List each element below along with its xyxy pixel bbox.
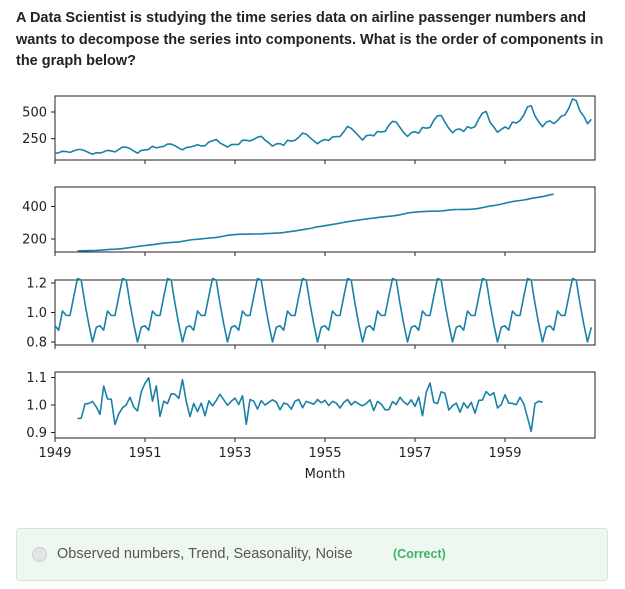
panel-4-ytick-label: 0.9: [26, 426, 47, 441]
panel-4-series-line: [77, 376, 543, 433]
panel-4-ytick-label: 1.0: [26, 399, 47, 414]
x-axis-label: Month: [305, 467, 346, 482]
panel-2-frame: [54, 186, 596, 253]
question-text: A Data Scientist is studying the time se…: [16, 10, 604, 69]
panel-4-ytick-label: 1.1: [26, 371, 47, 386]
x-tick-label: 1949: [38, 446, 71, 461]
x-tick-label: 1951: [128, 446, 161, 461]
panel-1-ytick-label: 250: [22, 132, 47, 147]
panel-3-ytick-label: 1.2: [26, 276, 47, 291]
panel-3-series-line: [54, 277, 593, 343]
x-tick-label: 1957: [398, 446, 431, 461]
decomposition-figure: 250 500 200 400 0.8 1.0 1.2 0.9 1.0 1.1 1949 1951 19…: [22, 95, 596, 482]
x-tick-label: 1959: [488, 446, 521, 461]
panel-3-ytick-label: 0.8: [26, 336, 47, 351]
panel-2-ytick-label: 400: [22, 200, 47, 215]
answer-option-label: Observed numbers, Trend, Seasonality, No…: [57, 546, 353, 562]
radio-button[interactable]: [32, 547, 47, 562]
x-tick-label: 1955: [308, 446, 341, 461]
answer-option[interactable]: Observed numbers, Trend, Seasonality, No…: [16, 528, 608, 581]
panel-2-series-line: [77, 193, 554, 252]
x-tick-label: 1953: [218, 446, 251, 461]
panel-1-series-line: [54, 98, 592, 156]
panel-3-ytick-label: 1.0: [26, 306, 47, 321]
panel-2-ytick-label: 200: [22, 233, 47, 248]
panel-1-ytick-label: 500: [22, 106, 47, 121]
panel-1-frame: [54, 95, 596, 161]
correct-badge: (Correct): [393, 547, 446, 561]
panel-4-frame: [54, 371, 596, 439]
